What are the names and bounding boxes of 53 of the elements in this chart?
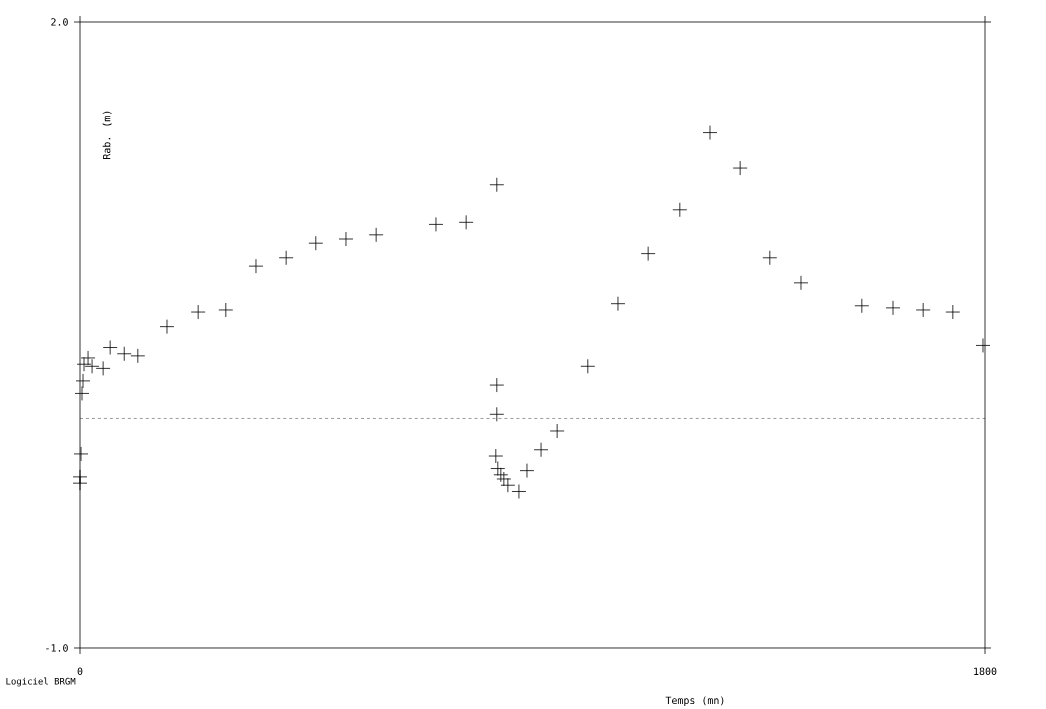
x-tick-label: 1800	[974, 667, 997, 675]
point	[102, 339, 118, 355]
point	[854, 298, 870, 314]
point	[72, 475, 88, 491]
point	[489, 177, 505, 192]
point	[519, 463, 535, 478]
point	[793, 275, 809, 291]
point	[945, 304, 961, 320]
point	[975, 337, 991, 353]
point	[702, 125, 718, 140]
point	[338, 231, 354, 247]
point	[580, 358, 596, 374]
point	[73, 446, 89, 462]
point	[489, 406, 505, 422]
point	[95, 360, 111, 376]
point	[488, 448, 504, 464]
point	[248, 258, 264, 274]
point	[511, 483, 527, 499]
point	[116, 346, 132, 361]
point	[762, 250, 778, 266]
point	[159, 319, 175, 334]
point	[190, 304, 206, 320]
point	[458, 214, 474, 230]
point	[640, 246, 656, 261]
text: Logiciel BRGM	[6, 677, 76, 687]
point	[549, 423, 565, 439]
point	[489, 377, 505, 393]
point	[490, 460, 506, 476]
point	[75, 373, 91, 389]
point	[218, 302, 234, 318]
point	[428, 216, 444, 232]
y-tick-label: -1.0	[46, 644, 68, 652]
point	[80, 350, 96, 366]
point	[76, 356, 92, 372]
point	[732, 160, 748, 176]
point	[368, 227, 384, 243]
y-tick-label: 2.0	[51, 18, 68, 26]
point	[672, 202, 688, 218]
x-tick-label: 0	[77, 667, 83, 675]
point	[84, 358, 100, 374]
point	[308, 235, 324, 251]
point	[278, 250, 294, 266]
point	[500, 477, 516, 493]
point	[885, 300, 901, 316]
y-axis-title: Rab. (m)	[102, 111, 112, 159]
point	[130, 348, 146, 364]
point	[493, 467, 509, 483]
point	[496, 471, 512, 487]
point	[533, 442, 549, 457]
point	[610, 296, 626, 311]
point	[915, 302, 931, 318]
point	[74, 385, 90, 401]
x-axis-title: Temps (mn)	[665, 696, 724, 706]
